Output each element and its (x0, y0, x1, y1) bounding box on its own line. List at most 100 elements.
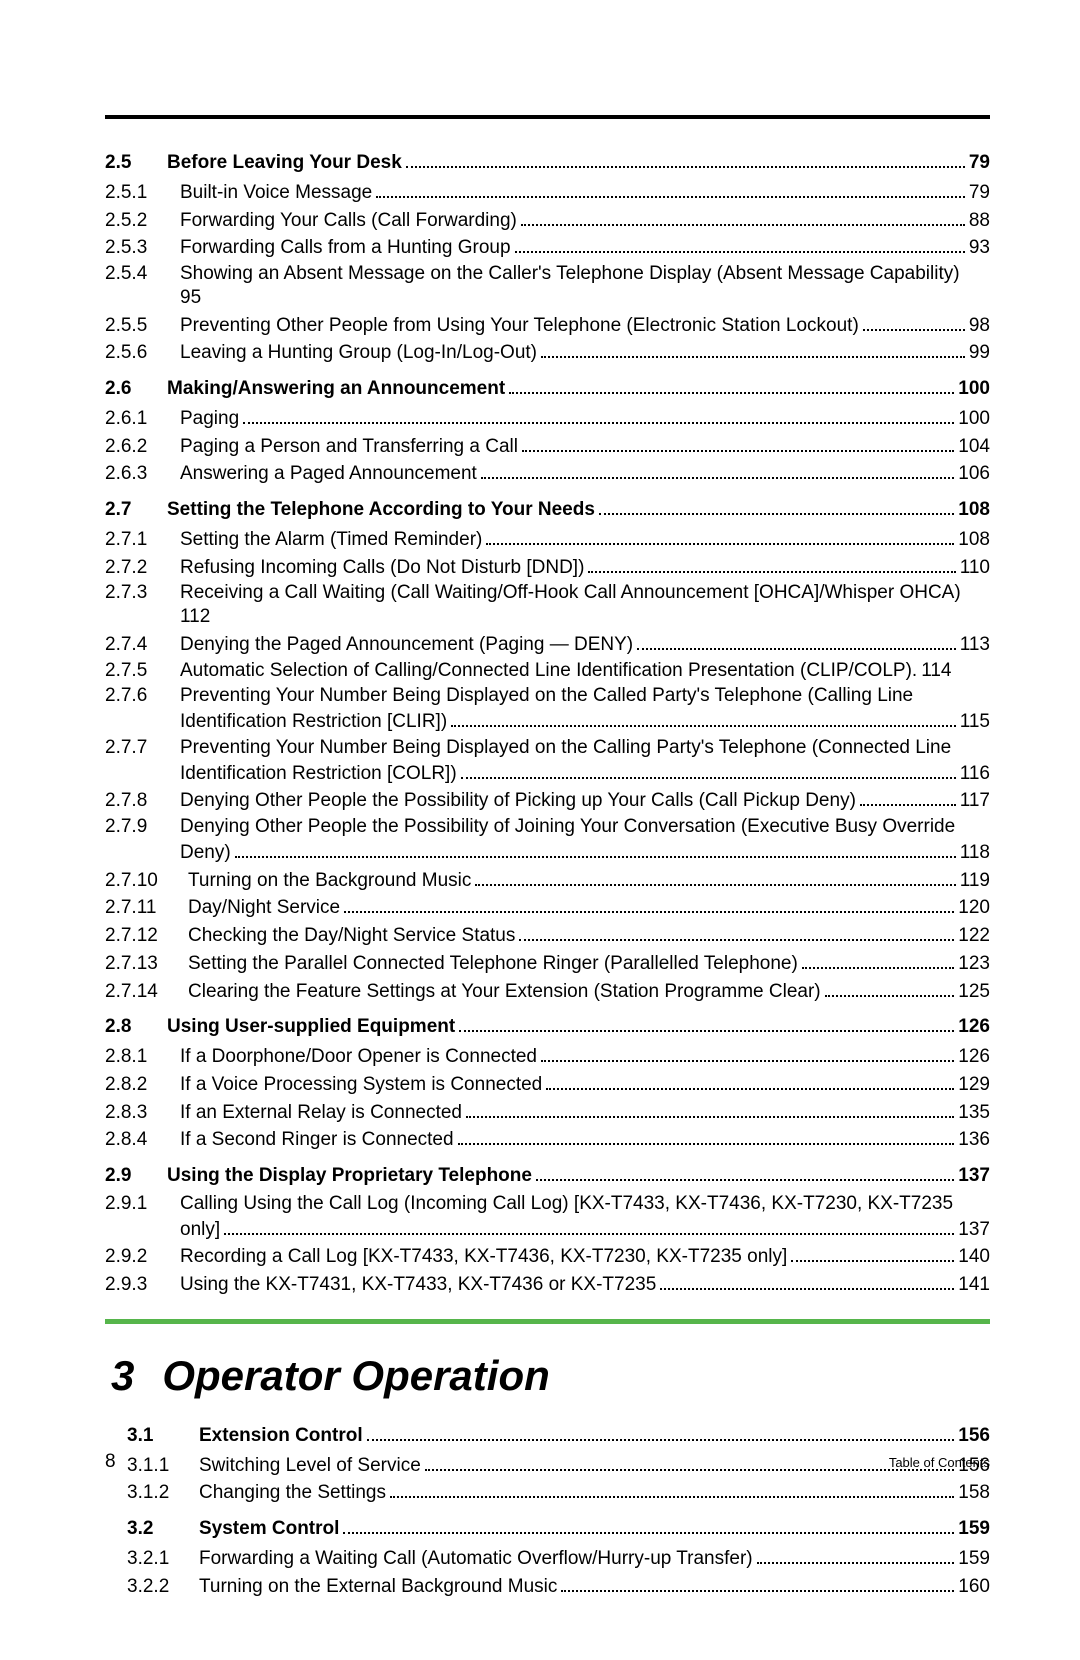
toc-number: 2.7.6 (105, 684, 180, 708)
toc-heading: 2.5Before Leaving Your Desk79 (105, 149, 990, 175)
toc-title: Setting the Parallel Connected Telephone… (188, 952, 798, 976)
toc-leader-dots (458, 1126, 955, 1145)
toc-title: Using User-supplied Equipment (167, 1015, 455, 1039)
toc-page: 140 (958, 1245, 990, 1269)
toc-heading: 2.6Making/Answering an Announcement100 (105, 375, 990, 401)
toc-leader-dots (461, 760, 956, 779)
toc-entry: 2.5.4Showing an Absent Message on the Ca… (105, 262, 990, 310)
toc-entry: 3.2.1Forwarding a Waiting Call (Automati… (127, 1545, 990, 1571)
toc-number: 2.7.8 (105, 789, 180, 813)
toc-entry: 2.6.1Paging100 (105, 405, 990, 431)
toc-heading: 2.8Using User-supplied Equipment126 (105, 1013, 990, 1039)
toc-title: Preventing Your Number Being Displayed o… (180, 684, 990, 708)
toc-number: 2.8.4 (105, 1128, 180, 1152)
toc-entry: 2.5.6Leaving a Hunting Group (Log-In/Log… (105, 339, 990, 365)
toc-title: Denying Other People the Possibility of … (180, 815, 990, 839)
toc-leader-dots (224, 1216, 954, 1235)
toc-number: 2.7.14 (105, 980, 180, 1004)
toc-entry: 2.7.9Denying Other People the Possibilit… (105, 815, 990, 865)
toc-title-cont: Identification Restriction [CLIR]) (180, 710, 447, 734)
toc-page: 104 (958, 435, 990, 459)
toc-number: 2.7.1 (105, 528, 180, 552)
toc-page: 136 (958, 1128, 990, 1152)
toc-title: Built-in Voice Message (180, 181, 372, 205)
toc-title: Preventing Your Number Being Displayed o… (180, 736, 990, 760)
toc-number: 2.5.6 (105, 341, 180, 365)
toc-page: 99 (969, 341, 990, 365)
toc-leader-dots (825, 978, 955, 997)
toc-number: 2.7.12 (105, 924, 180, 948)
toc-number: 2.8.3 (105, 1101, 180, 1125)
footer-label: Table of Contents (889, 1455, 990, 1470)
toc-leader-dots (376, 179, 965, 198)
toc-page: 100 (958, 407, 990, 431)
toc-page: 119 (960, 869, 990, 893)
toc-page: 93 (969, 236, 990, 260)
toc-block: 2.5Before Leaving Your Desk792.5.1Built-… (105, 149, 990, 1297)
chapter-title: Operator Operation (162, 1352, 549, 1400)
toc-number: 2.5 (105, 151, 167, 175)
toc-title: Recording a Call Log [KX-T7433, KX-T7436… (180, 1245, 787, 1269)
toc-page: 100 (958, 377, 990, 401)
toc-leader-dots (660, 1271, 954, 1290)
toc-block-2: 3.1Extension Control1563.1.1Switching Le… (105, 1422, 990, 1599)
toc-entry: 2.7.14 Clearing the Feature Settings at Y… (105, 978, 990, 1004)
toc-leader-dots (541, 339, 965, 358)
toc-title: If a Second Ringer is Connected (180, 1128, 454, 1152)
toc-leader-dots (475, 867, 955, 886)
toc-number: 2.5.4 (105, 262, 180, 286)
toc-title-cont: only] (180, 1218, 220, 1242)
toc-number: 2.7.11 (105, 896, 180, 920)
toc-page: 159 (958, 1547, 990, 1571)
toc-page: 137 (958, 1218, 990, 1242)
toc-leader-dots (451, 708, 956, 727)
toc-leader-dots (599, 496, 954, 515)
toc-entry: 2.7.7Preventing Your Number Being Displa… (105, 736, 990, 786)
toc-page: 156 (958, 1424, 990, 1448)
toc-title: Paging a Person and Transferring a Call (180, 435, 518, 459)
toc-entry: 2.7.13 Setting the Parallel Connected Tel… (105, 950, 990, 976)
toc-page: 122 (958, 924, 990, 948)
toc-page: 108 (958, 498, 990, 522)
toc-title: Calling Using the Call Log (Incoming Cal… (180, 1192, 990, 1216)
toc-leader-dots (522, 433, 954, 452)
toc-heading: 3.1Extension Control156 (127, 1422, 990, 1448)
toc-page: 160 (958, 1575, 990, 1599)
toc-number: 2.8.2 (105, 1073, 180, 1097)
toc-page: 115 (960, 710, 990, 734)
toc-title: Changing the Settings (199, 1481, 386, 1505)
toc-page: 108 (958, 528, 990, 552)
toc-number: 2.7.9 (105, 815, 180, 839)
toc-title: If a Doorphone/Door Opener is Connected (180, 1045, 537, 1069)
toc-leader-dots (515, 234, 965, 253)
toc-page: 125 (958, 980, 990, 1004)
toc-entry: 2.8.1If a Doorphone/Door Opener is Conne… (105, 1043, 990, 1069)
toc-title: Paging (180, 407, 239, 431)
toc-leader-dots (243, 405, 954, 424)
toc-title: Refusing Incoming Calls (Do Not Disturb … (180, 556, 584, 580)
toc-title-cont: Identification Restriction [COLR]) (180, 762, 457, 786)
toc-number: 2.5.5 (105, 314, 180, 338)
toc-page: 106 (958, 462, 990, 486)
footer-page-number: 8 (105, 1451, 116, 1473)
toc-title: Leaving a Hunting Group (Log-In/Log-Out) (180, 341, 537, 365)
toc-page: 114 (921, 659, 951, 683)
toc-number: 2.7.13 (105, 952, 180, 976)
toc-title: If a Voice Processing System is Connecte… (180, 1073, 542, 1097)
toc-page: 2.5Before Leaving Your Desk792.5.1Built-… (0, 0, 1080, 1660)
toc-title: Automatic Selection of Calling/Connected… (180, 659, 917, 683)
toc-number: 2.9 (105, 1164, 167, 1188)
toc-page: 98 (969, 314, 990, 338)
toc-title: Forwarding a Waiting Call (Automatic Ove… (199, 1547, 753, 1571)
toc-page: 129 (958, 1073, 990, 1097)
toc-title-cont: Deny) (180, 841, 231, 865)
toc-entry: 2.5.2Forwarding Your Calls (Call Forward… (105, 207, 990, 233)
toc-number: 2.8 (105, 1015, 167, 1039)
toc-title: System Control (199, 1517, 339, 1541)
toc-heading: 2.7Setting the Telephone According to Yo… (105, 496, 990, 522)
toc-page: 88 (969, 209, 990, 233)
toc-entry: 2.9.3Using the KX-T7431, KX-T7433, KX-T7… (105, 1271, 990, 1297)
toc-title: Clearing the Feature Settings at Your Ex… (188, 980, 821, 1004)
toc-page: 118 (960, 841, 990, 865)
toc-page: 135 (958, 1101, 990, 1125)
